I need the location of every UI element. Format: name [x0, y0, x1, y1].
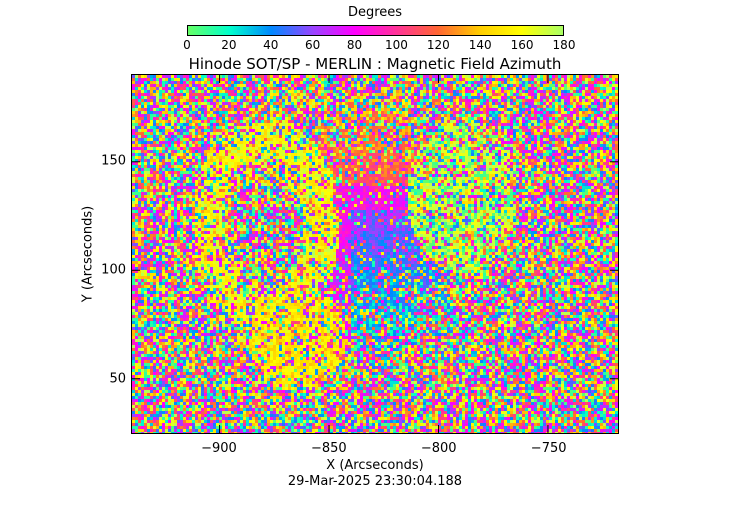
x-tick-label: −750 — [530, 441, 567, 456]
x-tick-label: −850 — [310, 441, 347, 456]
plot-title: Hinode SOT/SP - MERLIN : Magnetic Field … — [188, 55, 562, 73]
colorbar-tick-label: 20 — [221, 38, 237, 52]
x-axis-label: X (Arcseconds) — [326, 458, 424, 473]
x-tick-label: −800 — [420, 441, 457, 456]
y-axis-label: Y (Arcseconds) — [80, 205, 96, 303]
colorbar-title: Degrees — [347, 5, 403, 20]
colorbar-tick-label: 0 — [183, 38, 191, 52]
colorbar-tick-label: 120 — [426, 38, 450, 52]
azimuth-map-image — [132, 75, 618, 433]
colorbar-tick-label: 180 — [552, 38, 576, 52]
y-tick-label: 100 — [101, 262, 126, 278]
colorbar-tick-label: 60 — [305, 38, 321, 52]
colorbar-tick-label: 160 — [510, 38, 534, 52]
colorbar-tick-label: 40 — [263, 38, 279, 52]
azimuth-map — [131, 74, 619, 434]
y-tick-label: 50 — [109, 371, 126, 387]
colorbar-tick-label: 140 — [468, 38, 492, 52]
y-tick-label: 150 — [101, 153, 126, 169]
colorbar-tick-label: 100 — [384, 38, 408, 52]
colorbar — [187, 25, 564, 36]
colorbar-tick-label: 80 — [346, 38, 363, 52]
x-tick-label: −900 — [201, 441, 237, 456]
timestamp: 29-Mar-2025 23:30:04.188 — [287, 474, 463, 489]
